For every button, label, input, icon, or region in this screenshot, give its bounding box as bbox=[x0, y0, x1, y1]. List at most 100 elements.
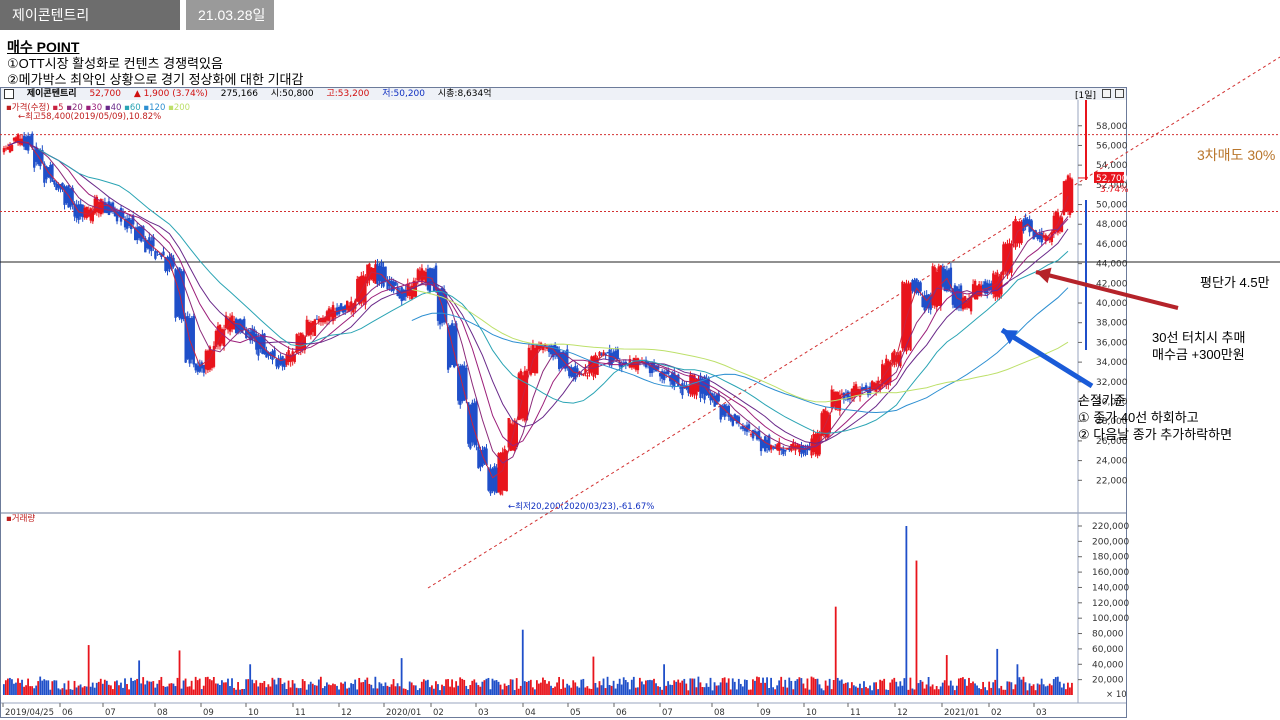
price-tick-label: 24,000 bbox=[1096, 457, 1128, 467]
volume-bar bbox=[410, 682, 413, 695]
volume-bar bbox=[428, 687, 431, 695]
candle bbox=[695, 379, 698, 396]
checkbox-icon[interactable] bbox=[4, 88, 14, 99]
volume-bar bbox=[386, 685, 389, 695]
volume-bar bbox=[531, 687, 534, 695]
candle bbox=[844, 393, 848, 397]
candle bbox=[1050, 232, 1054, 242]
volume-bar bbox=[788, 677, 791, 695]
volume-bar bbox=[2, 684, 5, 695]
volume-bar bbox=[140, 683, 143, 695]
volume-bar bbox=[741, 686, 744, 695]
ma30-buy-annotation-2: 매수금 +300만원 bbox=[1152, 347, 1245, 362]
volume-bar bbox=[711, 690, 714, 695]
min-price-label: ←최저20,200(2020/03/23),-61.67% bbox=[508, 501, 654, 512]
candle bbox=[610, 353, 613, 366]
volume-bar bbox=[1010, 682, 1013, 695]
candle bbox=[160, 253, 163, 257]
volume-bar bbox=[754, 680, 756, 695]
volume-tick-label: 80,000 bbox=[1092, 630, 1124, 640]
volume-bar bbox=[49, 689, 52, 695]
volume-bar bbox=[447, 679, 449, 695]
candle bbox=[600, 353, 603, 355]
candle bbox=[57, 183, 60, 188]
date-tab[interactable]: 21.03.28일 bbox=[186, 0, 274, 30]
candle bbox=[951, 288, 955, 305]
volume-bar bbox=[285, 689, 288, 695]
volume-bar bbox=[277, 677, 280, 695]
volume-bar bbox=[887, 689, 890, 695]
candle bbox=[473, 403, 476, 445]
volume-bar bbox=[915, 560, 918, 695]
volume-bar bbox=[404, 688, 407, 695]
candles bbox=[2, 131, 1074, 496]
candle bbox=[257, 337, 260, 356]
candle bbox=[757, 430, 761, 440]
candle bbox=[384, 266, 387, 282]
candle bbox=[858, 389, 862, 397]
candle bbox=[856, 388, 860, 395]
legend-ma-120: ▪120 bbox=[143, 103, 168, 113]
candle bbox=[85, 206, 88, 218]
volume-bar bbox=[612, 680, 615, 695]
price-tag-value: 52,700 bbox=[1096, 174, 1128, 184]
candle bbox=[673, 372, 676, 387]
volume-bar bbox=[966, 685, 968, 695]
candle bbox=[261, 334, 264, 354]
volume-bar bbox=[970, 683, 972, 695]
volume-unit-label: × 10 bbox=[1106, 690, 1127, 700]
close-icon[interactable] bbox=[1115, 89, 1124, 98]
legend-price-label: ▪가격(수정) bbox=[6, 102, 52, 113]
stock-name-tab[interactable]: 제이콘텐트리 bbox=[0, 0, 180, 30]
candle bbox=[343, 305, 347, 312]
candle bbox=[790, 444, 793, 451]
candle bbox=[547, 345, 551, 353]
volume-bar bbox=[596, 687, 599, 695]
volume-bar bbox=[675, 681, 678, 695]
candle bbox=[396, 286, 399, 296]
volume-bar bbox=[445, 679, 447, 695]
maximize-icon[interactable] bbox=[1102, 89, 1111, 98]
volume-bar bbox=[59, 689, 62, 695]
candle bbox=[253, 329, 256, 339]
volume-bar bbox=[729, 689, 732, 695]
volume-bar bbox=[957, 678, 960, 695]
volume-bar bbox=[354, 679, 357, 695]
x-tick-label: 09 bbox=[203, 708, 214, 718]
candle bbox=[917, 281, 920, 294]
volume-bar bbox=[962, 677, 964, 695]
volume-bar bbox=[598, 681, 601, 695]
volume-bar bbox=[964, 679, 966, 695]
volume-bar bbox=[402, 688, 405, 695]
volume-bar bbox=[992, 682, 995, 695]
candle bbox=[774, 447, 777, 449]
volume-bar bbox=[1069, 687, 1071, 695]
x-tick-label: 09 bbox=[760, 708, 771, 718]
volume-bar bbox=[632, 676, 635, 695]
volume-bar bbox=[681, 680, 684, 695]
volume-bar bbox=[685, 683, 688, 695]
candle bbox=[1064, 180, 1068, 213]
price-tick-label: 34,000 bbox=[1096, 358, 1128, 368]
legend-ma-20: ▪20 bbox=[66, 103, 85, 113]
candle bbox=[1018, 221, 1021, 244]
volume-bar bbox=[158, 680, 161, 695]
volume-bar bbox=[1036, 683, 1039, 695]
candle bbox=[507, 417, 510, 448]
volume-bar bbox=[443, 686, 445, 695]
volume-bar bbox=[398, 686, 401, 695]
volume-bar bbox=[95, 682, 98, 695]
volume-bar bbox=[116, 680, 118, 695]
candle bbox=[630, 362, 634, 368]
volume-bar bbox=[467, 689, 470, 695]
candle bbox=[551, 345, 555, 358]
volume-bar bbox=[820, 688, 823, 695]
candle bbox=[683, 385, 686, 389]
volume-bar bbox=[768, 687, 770, 695]
volume-bar bbox=[923, 688, 926, 695]
volume-bar bbox=[1018, 677, 1021, 695]
volume-bar bbox=[122, 687, 124, 695]
candle bbox=[463, 365, 466, 401]
ma30-buy-annotation-1: 30선 터치시 추매 bbox=[1152, 330, 1246, 345]
volume-bar bbox=[693, 678, 696, 695]
